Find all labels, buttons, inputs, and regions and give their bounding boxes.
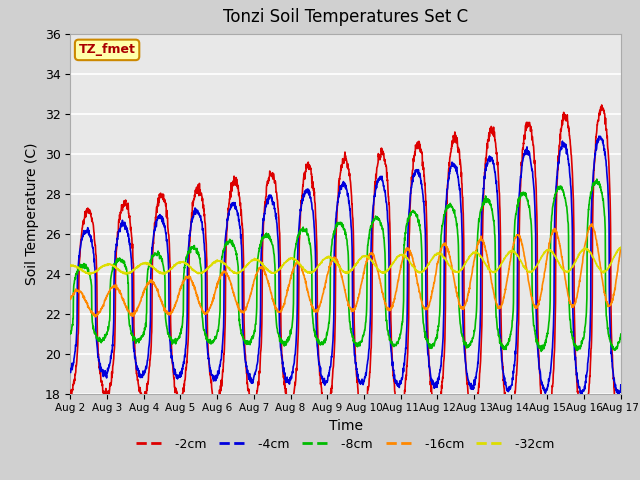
Legend:  -2cm,  -4cm,  -8cm,  -16cm,  -32cm: -2cm, -4cm, -8cm, -16cm, -32cm <box>131 433 560 456</box>
X-axis label: Time: Time <box>328 419 363 433</box>
Text: TZ_fmet: TZ_fmet <box>79 43 136 56</box>
Title: Tonzi Soil Temperatures Set C: Tonzi Soil Temperatures Set C <box>223 9 468 26</box>
Y-axis label: Soil Temperature (C): Soil Temperature (C) <box>25 143 39 285</box>
